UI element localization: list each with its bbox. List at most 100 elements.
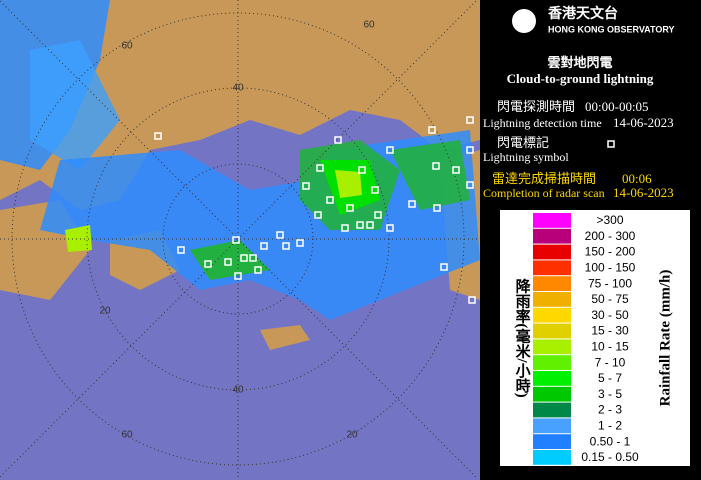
legend-label: 100 - 150: [585, 260, 636, 274]
legend-swatch: [533, 276, 571, 291]
legend-swatch: [533, 292, 571, 307]
lightning-symbol: [386, 146, 394, 154]
lightning-symbol: [432, 162, 440, 170]
ring-label: 20: [99, 306, 111, 317]
lightning-symbol: [356, 221, 364, 229]
lightning-symbol: [154, 132, 162, 140]
detection-label-en: Lightning detection time: [483, 116, 602, 130]
detection-time: 00:00-00:05: [585, 99, 649, 114]
org-zh: 香港天文台: [547, 5, 618, 22]
legend-label: 2 - 3: [598, 403, 622, 417]
ring-label: 40: [232, 385, 244, 396]
lightning-symbol: [177, 246, 185, 254]
lightning-symbol: [452, 166, 460, 174]
island: [260, 325, 310, 350]
title-zh: 雲對地閃電: [547, 55, 612, 70]
ring-label: 60: [121, 430, 133, 441]
legend-swatch: [533, 323, 571, 339]
lightning-symbol: [341, 224, 349, 232]
radar-map: 60 40 60 20 40 60 20: [0, 0, 480, 480]
scan-label-zh: 雷達完成掃描時間: [492, 171, 596, 186]
legend-swatch: [533, 355, 571, 370]
lightning-symbol: [234, 272, 242, 280]
legend-label: 15 - 30: [591, 324, 629, 338]
logo: [512, 9, 536, 33]
legend-label: 150 - 200: [585, 245, 636, 259]
ring-label: 40: [232, 83, 244, 94]
lightning-symbol: [408, 200, 416, 208]
lightning-symbol: [334, 136, 342, 144]
rain-echoes: [0, 0, 480, 320]
lightning-symbol: [260, 242, 268, 250]
lightning-symbol: [468, 296, 476, 304]
info-panel: 香港天文台 HONG KONG OBSERVATORY 雲對地閃電 Cloud-…: [483, 5, 690, 466]
legend-swatch: [533, 450, 571, 465]
org-en: HONG KONG OBSERVATORY: [548, 24, 675, 34]
legend-label: 200 - 300: [585, 229, 636, 243]
legend-swatch: [533, 371, 571, 386]
legend-title-zh: 降雨率(毫米/小時): [514, 278, 531, 398]
lightning-symbol: [254, 266, 262, 274]
lightning-symbol: [224, 258, 232, 266]
detection-date: 14-06-2023: [613, 115, 674, 130]
ring-label: 60: [363, 20, 375, 31]
legend-swatch: [533, 434, 571, 449]
legend-label: 1 - 2: [598, 418, 622, 432]
scan-date: 14-06-2023: [613, 185, 674, 200]
detection-label-zh: 閃電探測時間: [497, 99, 575, 114]
lightning-strikes: [154, 116, 476, 304]
lightning-symbol: [326, 196, 334, 204]
symbol-icon: [607, 140, 615, 148]
lightning-symbol: [296, 239, 304, 247]
legend-swatch: [533, 244, 571, 260]
lightning-symbol: [316, 164, 324, 172]
lightning-symbol: [232, 236, 240, 244]
legend-title-en: Rainfall Rate (mm/h): [657, 270, 673, 407]
legend-box: [500, 210, 690, 466]
lightning-symbol: [386, 224, 394, 232]
legend-swatch: [533, 339, 571, 355]
lightning-symbol: [428, 126, 436, 134]
scan-label-en: Completion of radar scan: [483, 186, 605, 200]
lightning-symbol: [466, 181, 474, 189]
legend-label: 50 - 75: [591, 292, 629, 306]
legend-label: 7 - 10: [595, 355, 626, 369]
legend-swatch: [533, 228, 571, 244]
lightning-symbol: [358, 166, 366, 174]
lightning-symbol: [466, 146, 474, 154]
lightning-symbol: [433, 204, 441, 212]
legend-swatch: [533, 386, 571, 402]
lightning-symbol: [276, 231, 284, 239]
symbol-label-zh: 閃電標記: [497, 135, 549, 150]
lightning-symbol: [204, 260, 212, 268]
lightning-symbol: [346, 204, 354, 212]
ring-label: 20: [346, 430, 358, 441]
legend-swatch: [533, 402, 571, 418]
lightning-symbol: [302, 182, 310, 190]
lightning-symbol: [366, 221, 374, 229]
legend-label: 0.15 - 0.50: [581, 450, 639, 464]
legend-swatch: [533, 418, 571, 434]
scan-time: 00:06: [622, 171, 652, 186]
legend-label: 30 - 50: [591, 308, 629, 322]
legend-label: 5 - 7: [598, 371, 622, 385]
legend-swatch: [533, 260, 571, 276]
ring-label: 60: [121, 41, 133, 52]
symbol-label-en: Lightning symbol: [483, 150, 569, 164]
legend-label: 3 - 5: [598, 387, 622, 401]
legend-label: 10 - 15: [591, 339, 629, 353]
range-rings: [0, 0, 480, 480]
lightning-symbol: [314, 211, 322, 219]
legend-label: 75 - 100: [588, 276, 632, 290]
title-en: Cloud-to-ground lightning: [507, 71, 654, 86]
lightning-symbol: [282, 242, 290, 250]
legend-label: >300: [596, 213, 623, 227]
lightning-symbol: [240, 254, 248, 262]
lightning-symbol: [371, 186, 379, 194]
legend-swatch: [533, 307, 571, 323]
lightning-symbol: [440, 263, 448, 271]
lightning-symbol: [466, 116, 474, 124]
legend-swatch: [533, 213, 571, 228]
